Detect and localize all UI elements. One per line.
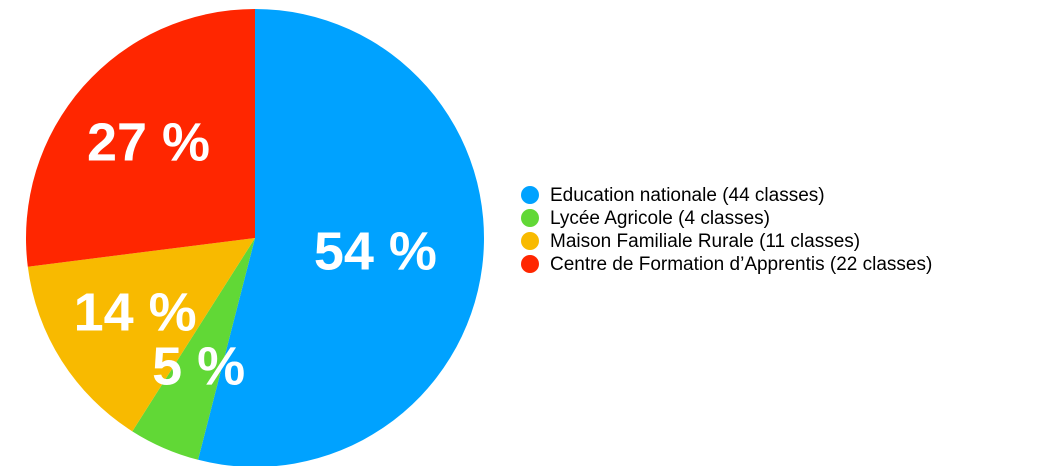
legend-text: Maison Familiale Rurale (11 classes) [550, 231, 860, 252]
slice-label: 14 % [74, 282, 197, 342]
slice-label: 27 % [87, 112, 210, 172]
legend-marker [521, 255, 539, 273]
legend-marker [521, 186, 539, 204]
legend-text: Centre de Formation d’Apprentis (22 clas… [550, 254, 932, 275]
legend-text: Lycée Agricole (4 classes) [550, 208, 770, 229]
slice-label: 54 % [314, 221, 437, 281]
legend-marker [521, 209, 539, 227]
pie-slice [25, 9, 255, 267]
slice-label: 5 % [152, 337, 245, 397]
legend-marker [521, 232, 539, 250]
pie-slice [132, 238, 255, 460]
legend-text: Education nationale (44 classes) [550, 185, 825, 206]
pie-slice [198, 9, 484, 466]
pie-slice [27, 238, 256, 432]
